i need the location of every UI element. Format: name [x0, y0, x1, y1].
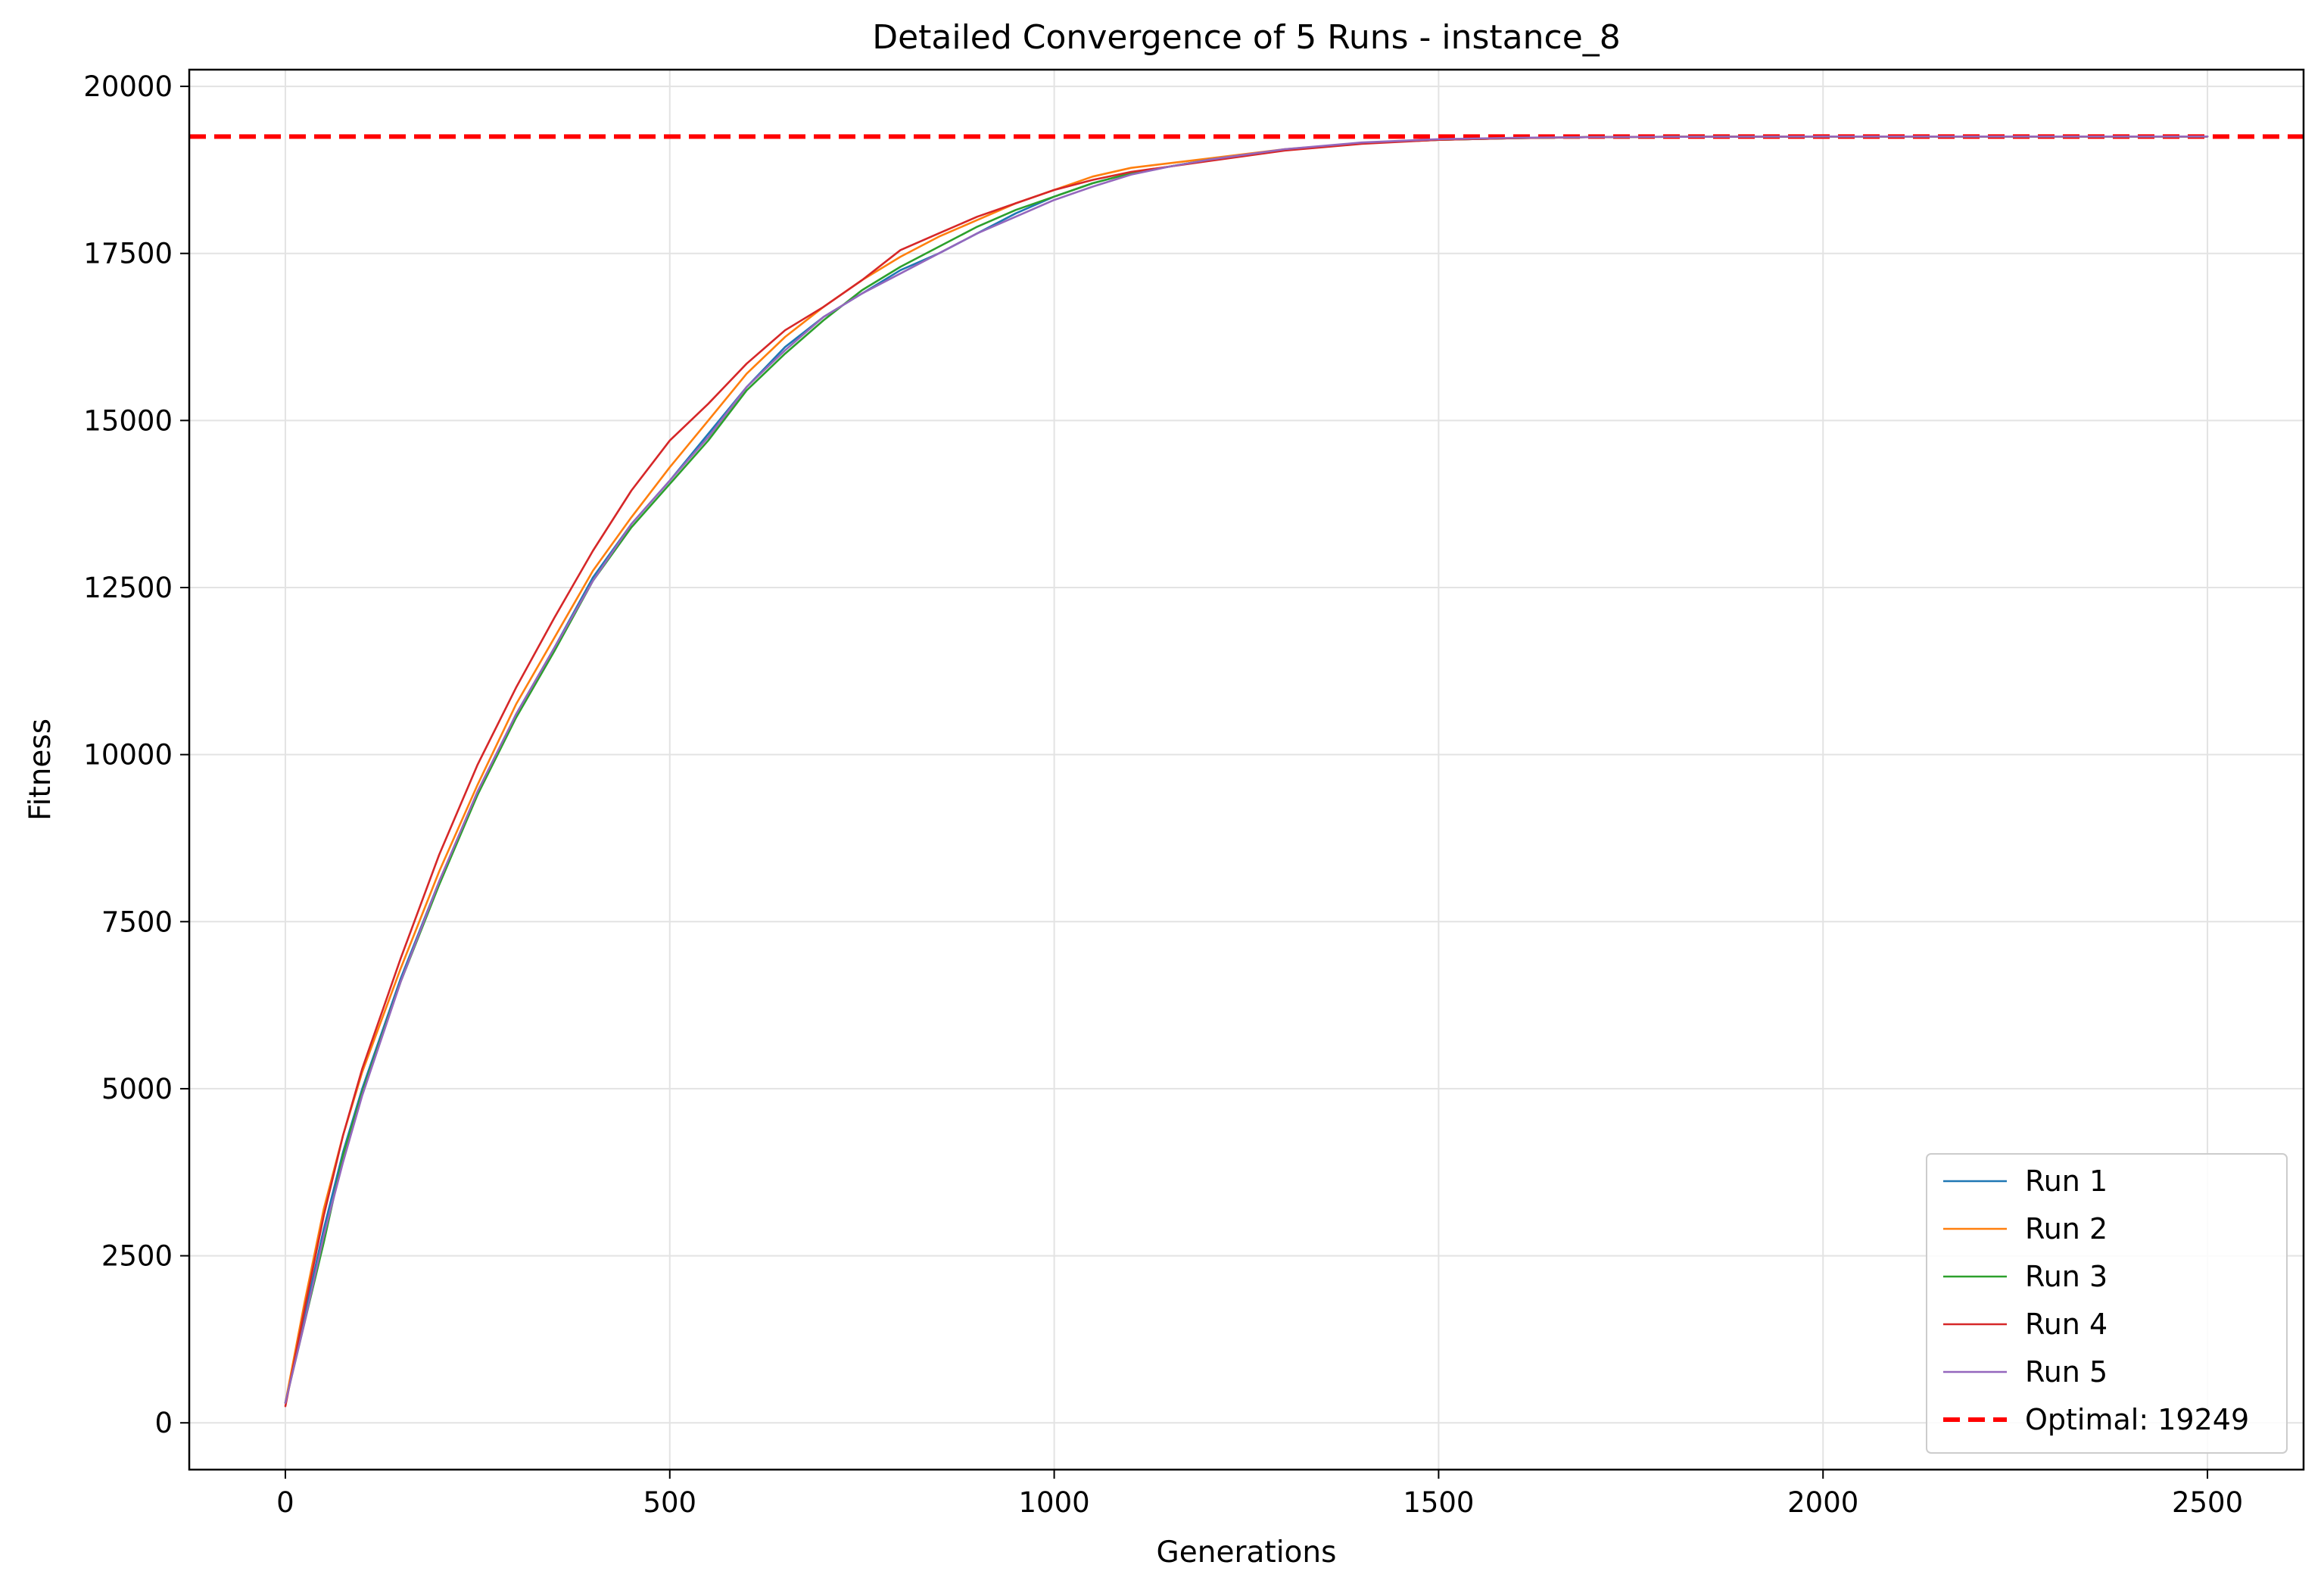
- y-axis-label: Fitness: [23, 719, 58, 821]
- y-tick-label: 17500: [83, 238, 173, 270]
- y-tick-label: 10000: [83, 739, 173, 772]
- y-tick-label: 2500: [101, 1240, 173, 1273]
- y-tick-label: 5000: [101, 1073, 173, 1105]
- y-tick-label: 15000: [83, 404, 173, 437]
- y-axis-ticks: 0 2500 5000 7500 10000 12500 15000 17500 20000: [83, 70, 189, 1439]
- legend-label: Run 3: [2025, 1260, 2107, 1293]
- x-tick-label: 500: [643, 1486, 696, 1519]
- x-axis-ticks: 0 500 1000 1500 2000 2500: [276, 1470, 2243, 1519]
- legend-label: Run 4: [2025, 1308, 2107, 1341]
- y-tick-label: 7500: [101, 906, 173, 938]
- legend-label: Run 5: [2025, 1355, 2107, 1389]
- legend-label: Optimal: 19249: [2025, 1403, 2249, 1436]
- x-tick-label: 2000: [1787, 1486, 1858, 1519]
- x-tick-label: 1500: [1403, 1486, 1474, 1519]
- x-tick-label: 0: [276, 1486, 294, 1519]
- y-tick-label: 20000: [83, 70, 173, 103]
- legend-box: [1926, 1153, 2288, 1454]
- x-tick-label: 2500: [2172, 1486, 2243, 1519]
- legend: Run 1 Run 2 Run 3 Run 4 Run 5 Optimal: 19249: [1926, 1153, 2288, 1454]
- series-layer: [284, 136, 2209, 1408]
- x-axis-label: Generations: [1157, 1535, 1337, 1570]
- grid: [189, 70, 2304, 1470]
- y-tick-label: 0: [154, 1407, 173, 1439]
- legend-label: Run 1: [2025, 1164, 2107, 1198]
- chart-title: Detailed Convergence of 5 Runs - instanc…: [872, 18, 1621, 57]
- y-tick-label: 12500: [83, 572, 173, 604]
- x-tick-label: 1000: [1019, 1486, 1090, 1519]
- legend-label: Run 2: [2025, 1212, 2107, 1246]
- series-line-run-5: [284, 136, 2209, 1404]
- plot-frame: [188, 68, 2305, 1471]
